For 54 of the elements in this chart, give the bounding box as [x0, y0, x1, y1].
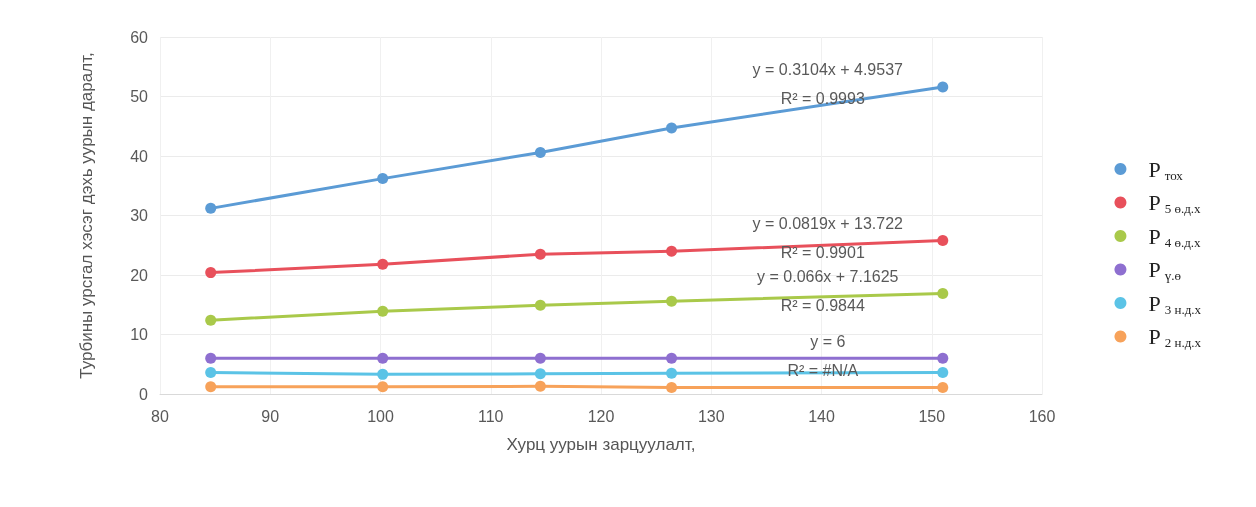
point — [377, 305, 389, 317]
point — [205, 314, 217, 326]
point — [937, 367, 949, 379]
point — [937, 234, 949, 246]
point — [205, 352, 217, 364]
y-axis-title: Турбины урсгал хэсэг дэхь уурын даралт, — [76, 52, 96, 379]
point — [534, 146, 546, 158]
x-tick-label: 110 — [477, 407, 504, 425]
annotation: y = 0.0819x + 13.722 — [752, 214, 904, 232]
point — [534, 299, 546, 311]
y-tick-label: 10 — [130, 326, 149, 343]
annotation: y = 0.3104x + 4.9537 — [752, 61, 904, 79]
annotation: y = 0.066x + 7.1625 — [757, 267, 899, 285]
point — [377, 173, 389, 185]
point — [534, 248, 546, 260]
y-tick-label: 30 — [130, 207, 149, 224]
y-tick-label: 0 — [139, 385, 149, 403]
x-tick-label: 150 — [918, 407, 946, 425]
x-tick-label: 80 — [151, 407, 169, 425]
x-tick-label: 120 — [587, 407, 615, 425]
x-tick-label: 140 — [808, 407, 835, 425]
point — [377, 368, 389, 380]
point — [666, 245, 678, 257]
y-tick-label: 50 — [130, 88, 149, 105]
point — [666, 295, 678, 307]
point — [937, 287, 949, 299]
point — [666, 381, 678, 393]
annotation: y = 6 — [810, 332, 846, 350]
point — [205, 202, 217, 214]
point — [377, 381, 389, 393]
point — [937, 81, 949, 93]
annotation: R² = 0.9901 — [780, 243, 865, 261]
point — [205, 267, 217, 279]
point — [205, 381, 217, 393]
point — [534, 352, 546, 364]
y-tick-label: 20 — [130, 266, 149, 284]
point — [534, 380, 546, 392]
y-tick-label: 60 — [130, 28, 149, 46]
point — [377, 352, 389, 364]
point — [534, 368, 546, 380]
point — [205, 367, 217, 379]
point — [377, 258, 389, 270]
point — [666, 352, 678, 364]
point — [937, 381, 949, 393]
x-tick-label: 90 — [261, 407, 280, 425]
x-tick-label: 160 — [1028, 407, 1056, 425]
x-axis-title: Хурц уурын зарцуулалт, — [506, 435, 696, 454]
point — [666, 122, 678, 134]
point — [666, 367, 678, 379]
point — [937, 352, 949, 364]
x-tick-label: 100 — [367, 407, 394, 425]
y-tick-label: 40 — [130, 147, 149, 165]
x-tick-label: 130 — [697, 407, 725, 425]
annotation: R² = 0.9844 — [780, 296, 865, 314]
